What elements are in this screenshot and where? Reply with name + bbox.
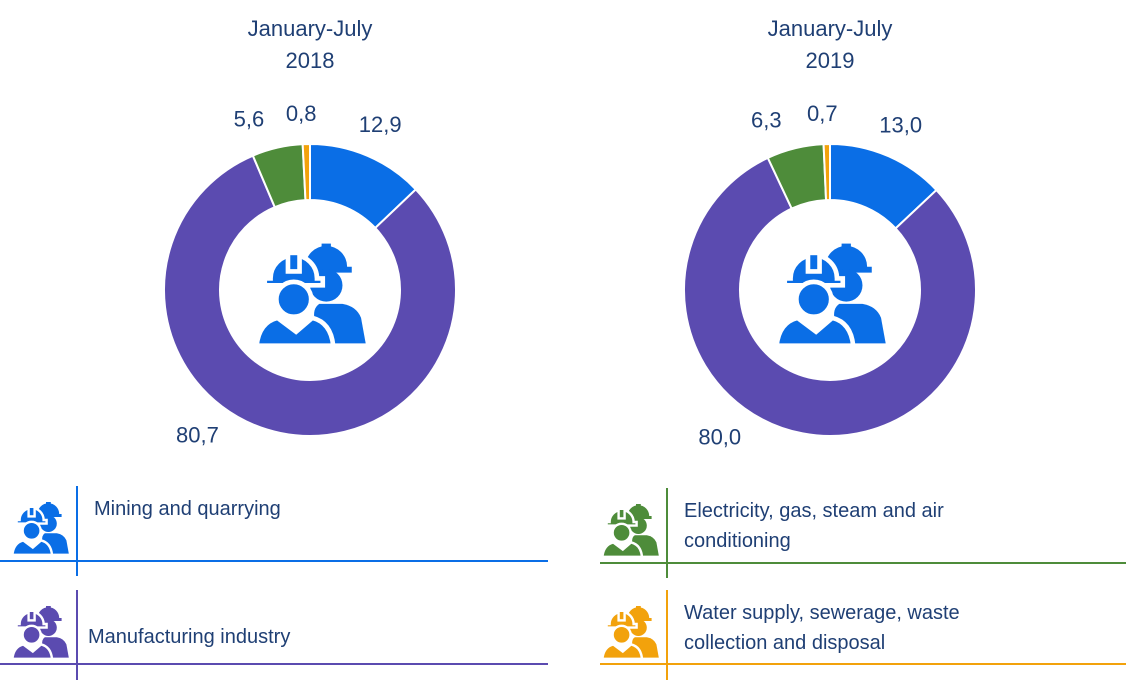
legend-underline (0, 663, 548, 665)
legend-label: Electricity, gas, steam and air conditio… (684, 500, 944, 552)
donut-slice (301, 142, 311, 202)
legend-underline (0, 560, 548, 562)
legend-label: Water supply, sewerage, waste collection… (684, 602, 960, 654)
chart-title: January-July (248, 16, 373, 41)
chart-title: January-July (768, 16, 893, 41)
legend-item: Electricity, gas, steam and air conditio… (600, 488, 1126, 578)
center-icon (257, 244, 366, 346)
donut-slice (163, 154, 457, 437)
legend-divider (666, 488, 668, 578)
donut-slice (822, 142, 831, 202)
legend-label: Manufacturing industry (88, 626, 291, 648)
data-label: 6,3 (751, 107, 782, 132)
legend-underline (600, 663, 1126, 665)
legend-divider (666, 590, 668, 680)
legend-swatch (11, 604, 70, 660)
legend-item: Mining and quarrying (0, 486, 548, 576)
legend-divider (76, 590, 78, 680)
legend-icon (601, 502, 660, 558)
data-label: 12,9 (359, 112, 402, 137)
data-label: 0,7 (807, 101, 838, 126)
legend-item: Manufacturing industry (0, 590, 548, 680)
data-label: 80,0 (698, 424, 741, 449)
data-label: 80,7 (176, 423, 219, 448)
legend-divider (76, 486, 78, 576)
legend-swatch (601, 502, 660, 558)
data-label: 5,6 (234, 106, 265, 131)
legend-swatch (601, 604, 660, 660)
center-icon (777, 244, 886, 346)
chart-subtitle: 2018 (286, 48, 335, 73)
donut-slice (683, 156, 977, 437)
legend-item: Water supply, sewerage, waste collection… (600, 590, 1126, 680)
legend-icon (11, 604, 70, 660)
legend-label: Mining and quarrying (94, 498, 281, 520)
data-label: 13,0 (879, 112, 922, 137)
legend-icon (601, 604, 660, 660)
legend-swatch (11, 500, 70, 556)
data-label: 0,8 (286, 101, 317, 126)
legend-icon (11, 500, 70, 556)
legend-underline (600, 562, 1126, 564)
chart-subtitle: 2019 (806, 48, 855, 73)
